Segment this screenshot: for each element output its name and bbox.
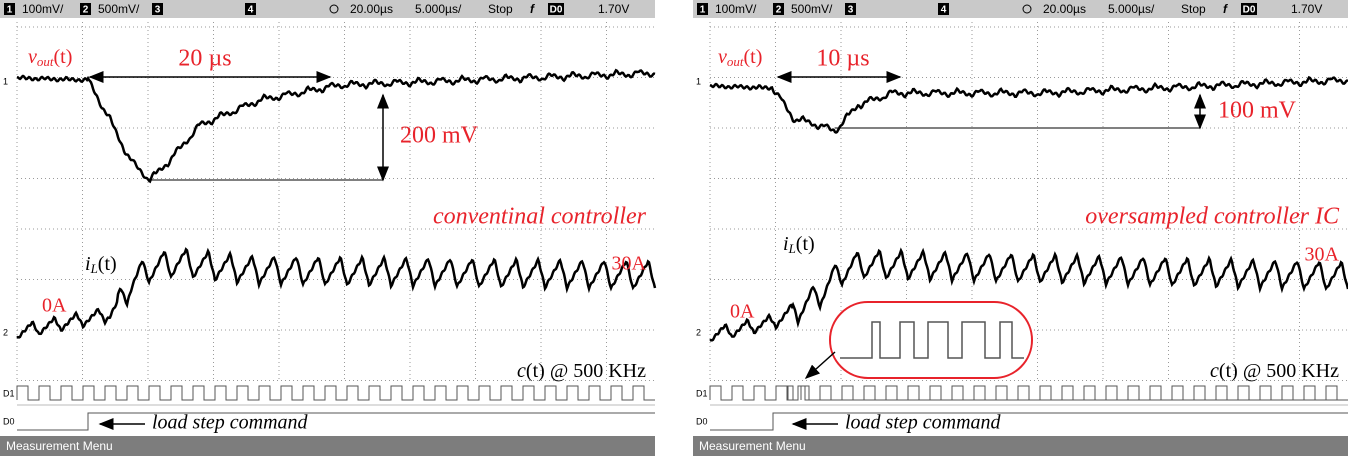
header-label: 20.00µs <box>350 2 393 16</box>
argument: (t) <box>526 360 545 382</box>
header-label: 100mV/ <box>715 2 757 16</box>
header-label: 3 <box>848 5 854 16</box>
zoom-callout <box>806 302 1032 378</box>
channel-marker: 2 <box>696 327 701 337</box>
header-label: 4 <box>248 5 254 16</box>
header-label: 1 <box>7 5 13 16</box>
controller-label: conventinal controller <box>433 204 647 230</box>
header-label: 500mV/ <box>791 2 833 16</box>
channel-marker: D0 <box>696 416 708 426</box>
signal-label: c(t) @ 500 KHz <box>517 360 646 382</box>
current-high: 30A <box>1305 244 1340 266</box>
header-label: 1 <box>700 5 706 16</box>
header-label: Stop <box>488 2 513 16</box>
argument: (t) <box>744 46 763 68</box>
symbol: v <box>718 46 727 68</box>
footer-label: Measurement Menu <box>699 439 806 453</box>
header-label: D0 <box>1243 5 1256 16</box>
subscript: L <box>90 261 98 276</box>
time-delta: 10 µs <box>816 46 869 72</box>
load-step-label: load step command <box>152 412 309 434</box>
header-label: 5.000µs/ <box>415 2 462 16</box>
header-label: 2 <box>83 5 89 16</box>
header-label: 3 <box>155 5 161 16</box>
subscript: L <box>788 241 796 256</box>
argument: (t) <box>796 233 815 255</box>
header-label: 1.70V <box>1291 2 1322 16</box>
channel-marker: D1 <box>3 388 15 398</box>
channel-marker: 2 <box>3 327 8 337</box>
rest: @ 500 KHz <box>545 360 646 382</box>
symbol: c <box>1210 360 1219 382</box>
channel-marker: D0 <box>3 416 15 426</box>
controller-label: oversampled controller IC <box>1085 204 1340 230</box>
current-high: 30A <box>612 253 647 275</box>
oscilloscope-figure: 1100mV/2500mV/3420.00µs5.000µs/StopfD01.… <box>0 0 1348 456</box>
header-label: 1.70V <box>598 2 629 16</box>
header-label: 4 <box>941 5 947 16</box>
current-low: 0A <box>730 301 755 323</box>
header-label: D0 <box>550 5 563 16</box>
signal-label: iL(t) <box>85 253 117 276</box>
channel-marker: 1 <box>696 76 701 86</box>
voltage-delta: 200 mV <box>400 123 479 149</box>
header-label: 2 <box>776 5 782 16</box>
symbol: v <box>28 46 37 68</box>
time-delta: 20 µs <box>178 46 231 72</box>
zoom-box <box>830 302 1032 378</box>
argument: (t) <box>1219 360 1238 382</box>
header-label: 20.00µs <box>1043 2 1086 16</box>
argument: (t) <box>54 46 73 68</box>
header-label: 5.000µs/ <box>1108 2 1155 16</box>
signal-label: iL(t) <box>783 233 815 256</box>
subscript: out <box>727 54 744 69</box>
header-label: Stop <box>1181 2 1206 16</box>
symbol: c <box>517 360 526 382</box>
channel-marker: D1 <box>696 388 708 398</box>
load-step-label: load step command <box>845 412 1002 434</box>
rest: @ 500 KHz <box>1238 360 1339 382</box>
voltage-delta: 100 mV <box>1218 98 1297 124</box>
channel-marker: 1 <box>3 76 8 86</box>
signal-label: c(t) @ 500 KHz <box>1210 360 1339 382</box>
header-label: 500mV/ <box>98 2 140 16</box>
argument: (t) <box>98 253 117 275</box>
subscript: out <box>37 54 54 69</box>
header-label: 100mV/ <box>22 2 64 16</box>
footer-label: Measurement Menu <box>6 439 113 453</box>
current-low: 0A <box>42 295 67 317</box>
